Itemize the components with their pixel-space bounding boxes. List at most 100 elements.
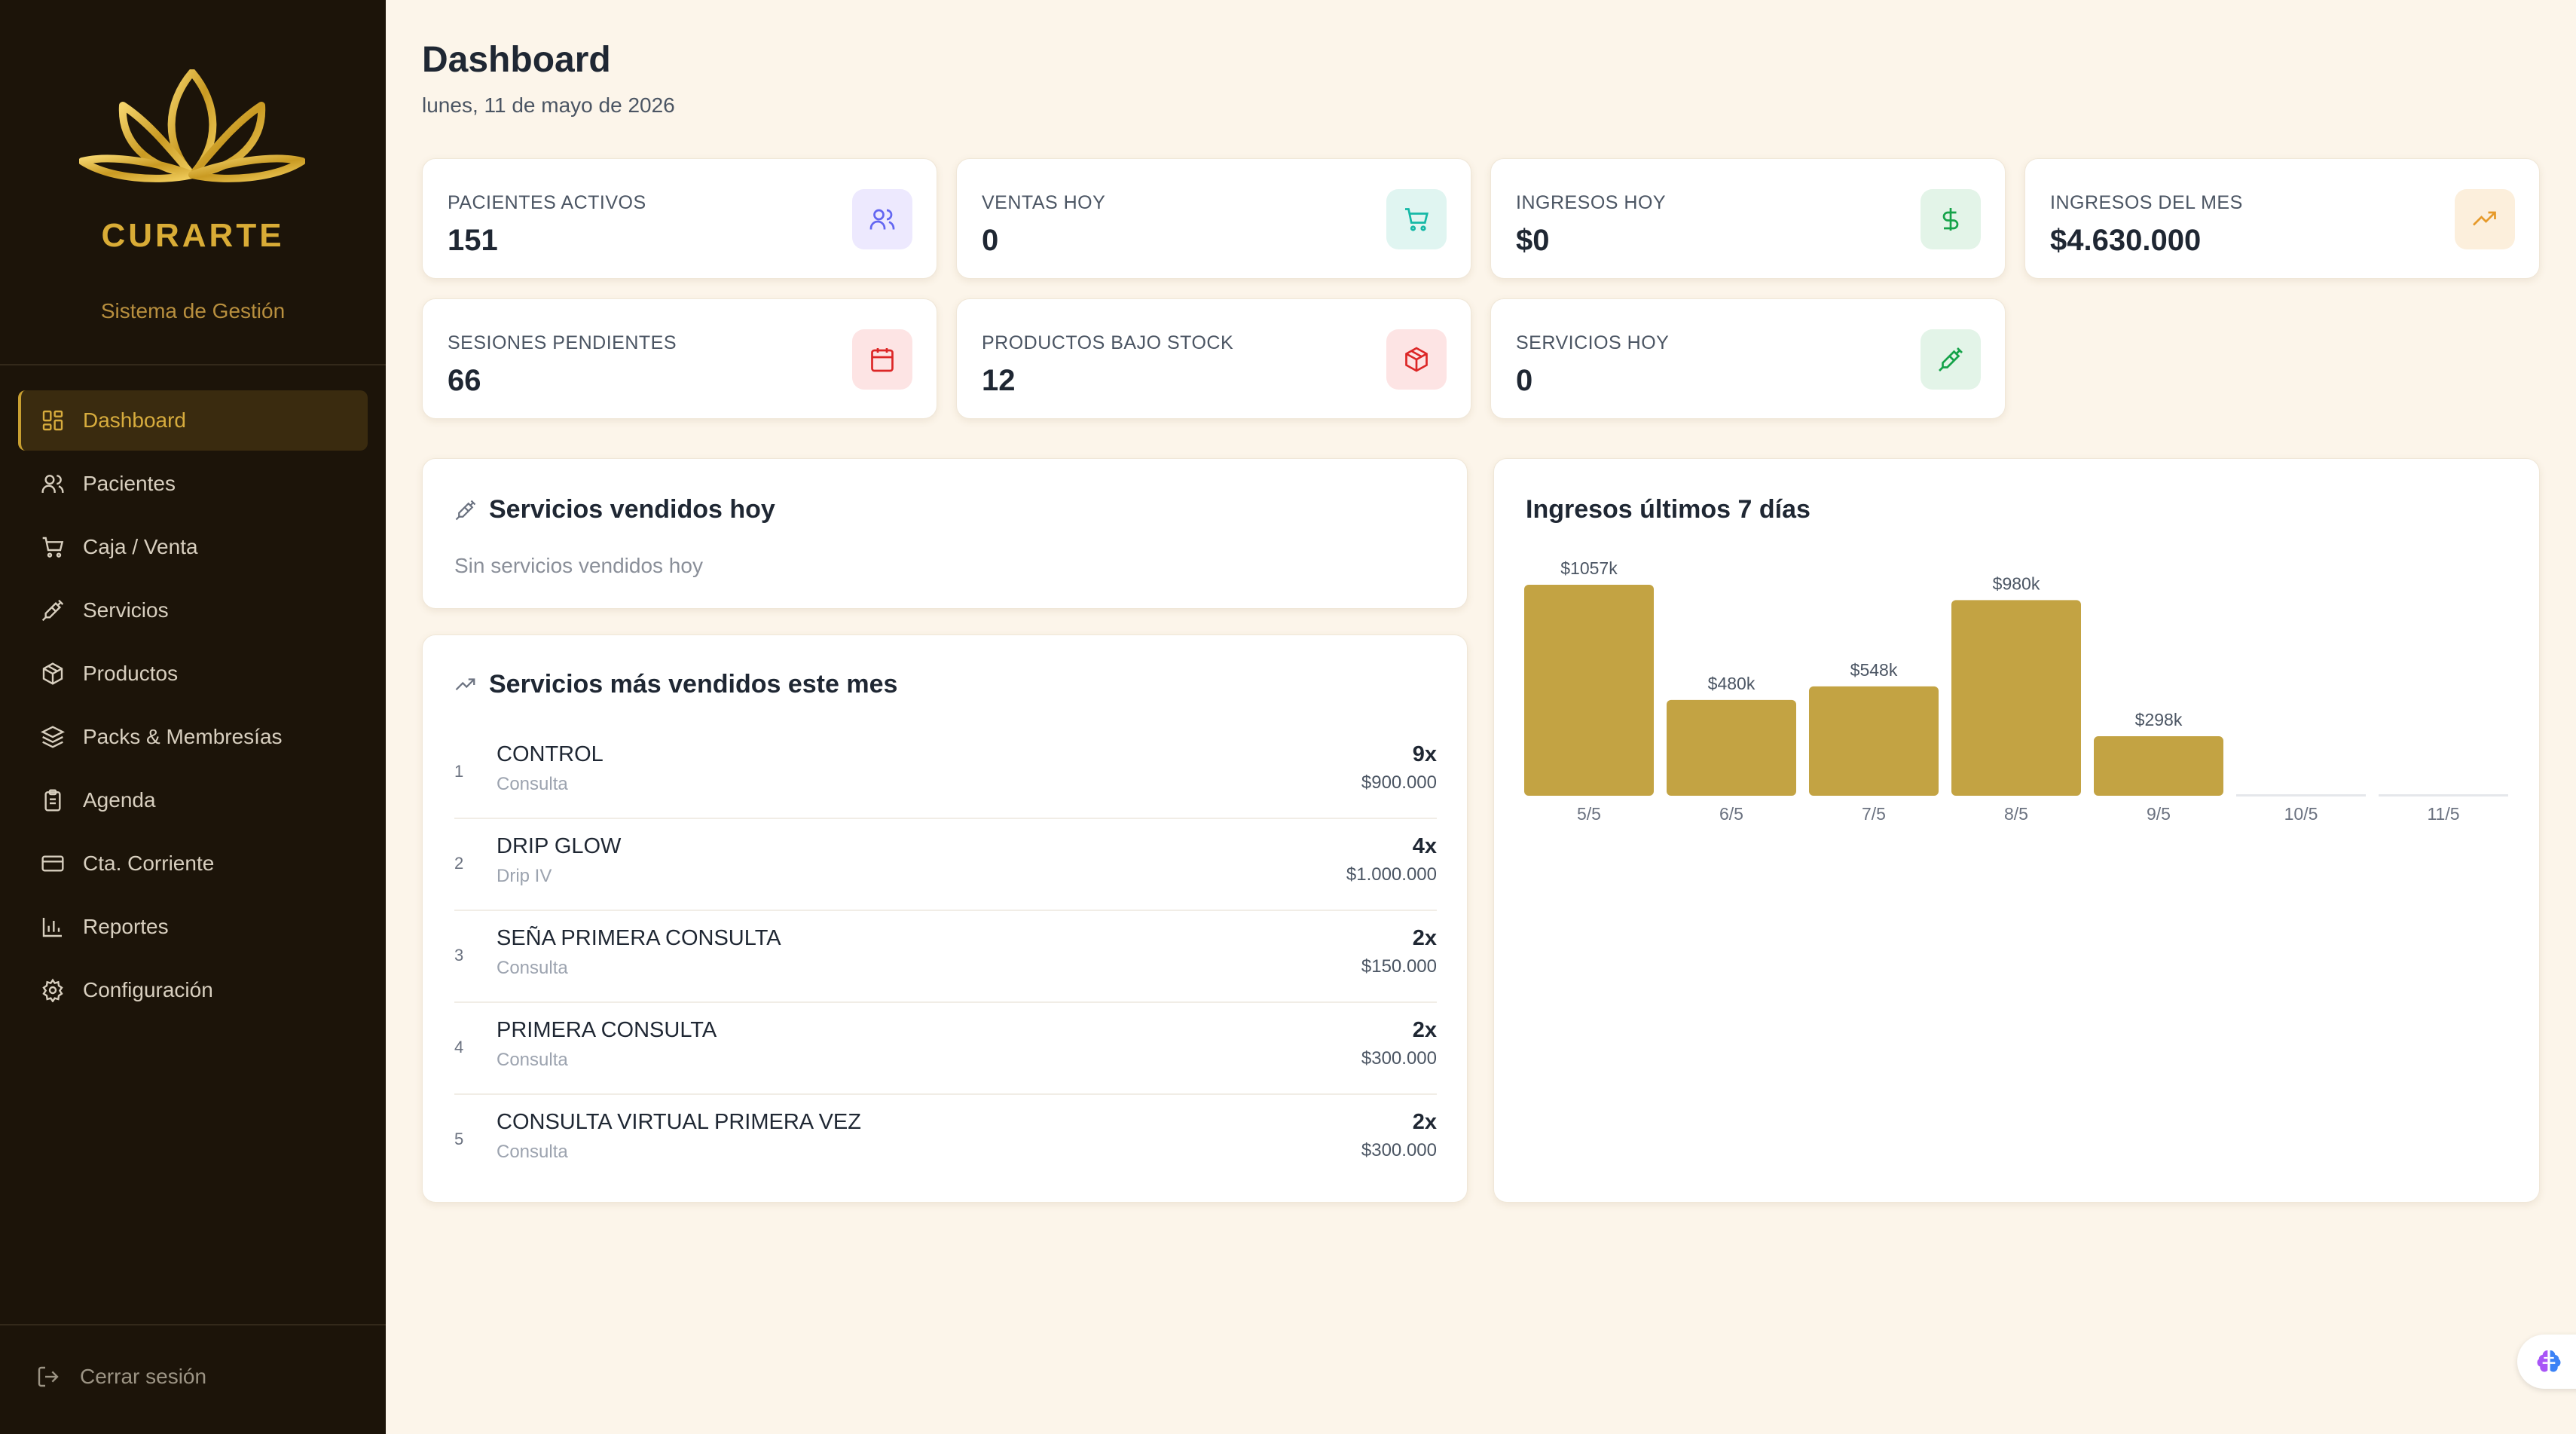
lotus-logo-icon: [79, 69, 305, 182]
sidebar: CURARTE Sistema de Gestión Dashboard Pac…: [0, 0, 386, 1434]
sidebar-item-caja-venta[interactable]: Caja / Venta: [18, 517, 368, 577]
stat-icon-badge: [852, 189, 912, 249]
service-amount: $150.000: [1361, 956, 1437, 977]
income-bar-chart: $1057k 5/5 $480k 6/5 $548k 7/5 $980k 8/5 $298k 9/…: [1524, 558, 2508, 824]
users-icon: [41, 472, 65, 496]
empty-state-text: Sin servicios vendidos hoy: [454, 554, 703, 577]
sidebar-nav: Dashboard Pacientes Caja / Venta Servici…: [18, 390, 368, 1023]
service-count: 4x: [1412, 834, 1437, 858]
syringe-icon: [41, 598, 65, 622]
stat-label: SESIONES PENDIENTES: [448, 332, 677, 353]
stat-label: VENTAS HOY: [982, 192, 1106, 213]
stat-icon-badge: [1921, 329, 1981, 390]
stat-card-ventas-hoy: VENTAS HOY 0: [956, 158, 1471, 279]
credit-card-icon: [41, 852, 65, 876]
logout-button[interactable]: Cerrar sesión: [36, 1365, 206, 1389]
bar-value-label: $480k: [1708, 674, 1756, 693]
stat-value: 151: [448, 224, 498, 257]
sidebar-item-servicios[interactable]: Servicios: [18, 580, 368, 641]
list-item[interactable]: 5 CONSULTA VIRTUAL PRIMERA VEZ Consulta …: [454, 1095, 1437, 1187]
stat-value: $4.630.000: [2050, 224, 2202, 257]
stat-card-servicios-hoy: SERVICIOS HOY 0: [1490, 298, 2006, 419]
sidebar-item-label: Cta. Corriente: [83, 852, 215, 875]
service-category: Consulta: [497, 958, 568, 978]
rank-number: 3: [454, 946, 464, 965]
gear-icon: [41, 978, 65, 1003]
chart-title: Ingresos últimos 7 días: [1526, 495, 1811, 524]
service-category: Consulta: [497, 1050, 568, 1070]
stat-value: 0: [982, 224, 999, 257]
brand-logo-area: CURARTE Sistema de Gestión: [0, 0, 386, 365]
stat-card-ingresos-del-mes: INGRESOS DEL MES $4.630.000: [2024, 158, 2540, 279]
service-amount: $1.000.000: [1346, 864, 1437, 885]
logout-icon: [36, 1365, 60, 1389]
sidebar-item-packs-membresias[interactable]: Packs & Membresías: [18, 707, 368, 767]
service-category: Consulta: [497, 1142, 568, 1162]
service-count: 9x: [1412, 742, 1437, 766]
sidebar-item-label: Caja / Venta: [83, 535, 198, 558]
income-chart-panel: Ingresos últimos 7 días $1057k 5/5 $480k 6/…: [1493, 458, 2540, 1203]
stat-card-pacientes-activos: PACIENTES ACTIVOS 151: [422, 158, 937, 279]
chart-bar[interactable]: [1667, 699, 1796, 796]
stat-value: 0: [1516, 364, 1533, 397]
trending-up-icon: [454, 674, 477, 696]
service-name: CONSULTA VIRTUAL PRIMERA VEZ: [497, 1110, 861, 1134]
sidebar-item-label: Productos: [83, 662, 179, 685]
x-axis-tick-label: 8/5: [2004, 804, 2028, 824]
syringe-icon: [1939, 347, 1963, 371]
brain-icon: [2537, 1350, 2561, 1372]
sidebar-item-pacientes[interactable]: Pacientes: [18, 454, 368, 514]
chart-bar[interactable]: [1951, 600, 2081, 796]
stat-card-productos-bajo-stock: PRODUCTOS BAJO STOCK 12: [956, 298, 1471, 419]
cart-icon: [1405, 208, 1429, 231]
clipboard-icon: [41, 788, 65, 812]
list-item[interactable]: 3 SEÑA PRIMERA CONSULTA Consulta 2x $150…: [454, 911, 1437, 1003]
top-services-panel: Servicios más vendidos este mes 1 CONTRO…: [422, 634, 1468, 1203]
sidebar-item-reportes[interactable]: Reportes: [18, 897, 368, 957]
service-amount: $900.000: [1361, 772, 1437, 793]
list-item[interactable]: 4 PRIMERA CONSULTA Consulta 2x $300.000: [454, 1003, 1437, 1095]
sidebar-item-label: Configuración: [83, 978, 213, 1001]
list-item[interactable]: 2 DRIP GLOW Drip IV 4x $1.000.000: [454, 819, 1437, 911]
panel-title-text: Servicios vendidos hoy: [489, 495, 775, 524]
package-icon: [1405, 347, 1428, 372]
calendar-icon: [871, 348, 894, 372]
service-name: DRIP GLOW: [497, 834, 622, 858]
services-today-panel: Servicios vendidos hoy Sin servicios ven…: [422, 458, 1468, 609]
stat-value: 12: [982, 364, 1016, 397]
sidebar-item-label: Servicios: [83, 598, 169, 622]
service-name: PRIMERA CONSULTA: [497, 1018, 717, 1042]
dashboard-icon: [41, 408, 65, 433]
service-count: 2x: [1412, 1018, 1437, 1042]
stat-icon-badge: [1921, 189, 1981, 249]
service-category: Consulta: [497, 774, 568, 794]
sidebar-item-label: Agenda: [83, 788, 156, 812]
stat-value: $0: [1516, 224, 1550, 257]
layers-icon: [40, 725, 66, 749]
sidebar-item-dashboard[interactable]: Dashboard: [18, 390, 368, 451]
chart-bar-empty: [2236, 794, 2366, 796]
syringe-icon: [454, 499, 477, 521]
sidebar-item-configuracion[interactable]: Configuración: [18, 960, 368, 1020]
chart-bar[interactable]: [1809, 686, 1939, 796]
panel-title-text: Servicios más vendidos este mes: [489, 670, 898, 699]
trending-up-icon: [2473, 211, 2496, 226]
stat-icon-badge: [1386, 189, 1447, 249]
cart-icon: [41, 535, 65, 559]
list-item[interactable]: 1 CONTROL Consulta 9x $900.000: [454, 727, 1437, 819]
service-amount: $300.000: [1361, 1140, 1437, 1160]
stat-label: SERVICIOS HOY: [1516, 332, 1670, 353]
chart-bar[interactable]: [1524, 585, 1654, 796]
x-axis-tick-label: 7/5: [1862, 804, 1886, 824]
stat-icon-badge: [2455, 189, 2515, 249]
assistant-button[interactable]: [2517, 1335, 2576, 1389]
x-axis-tick-label: 5/5: [1577, 804, 1601, 824]
sidebar-item-productos[interactable]: Productos: [18, 644, 368, 704]
x-axis-tick-label: 11/5: [2427, 804, 2459, 824]
chart-bar[interactable]: [2094, 736, 2223, 796]
rank-number: 1: [454, 762, 464, 781]
page-title: Dashboard: [422, 40, 611, 80]
rank-number: 5: [454, 1130, 464, 1148]
sidebar-item-cta-corriente[interactable]: Cta. Corriente: [18, 833, 368, 894]
sidebar-item-agenda[interactable]: Agenda: [18, 770, 368, 830]
